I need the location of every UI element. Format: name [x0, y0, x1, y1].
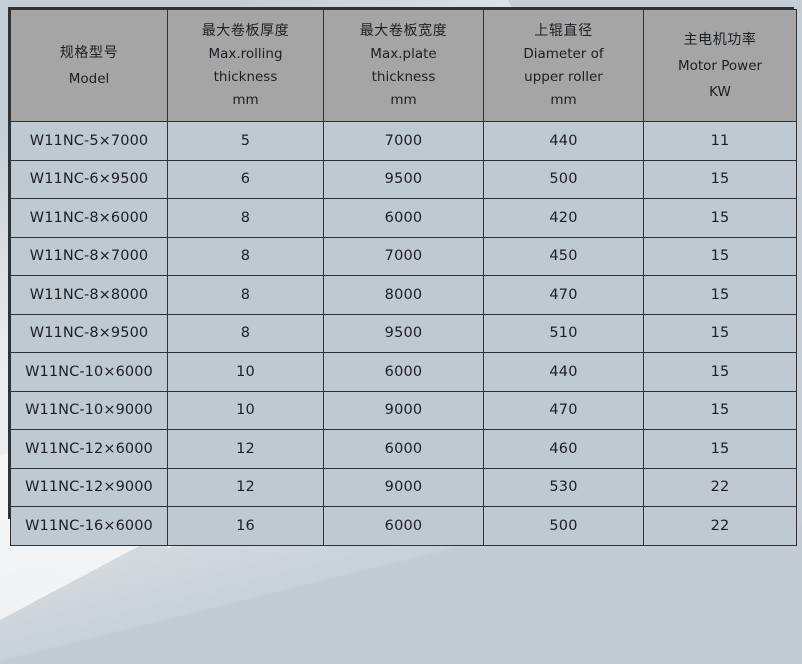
cell-upper_roller_diameter: 420 [483, 198, 644, 238]
column-header-line: thickness [371, 68, 436, 85]
cell-model: W11NC-8×7000 [10, 236, 168, 276]
cell-model: W11NC-10×9000 [10, 390, 168, 430]
cell-upper_roller_diameter: 440 [483, 121, 644, 161]
cell-motor_power: 15 [643, 313, 797, 353]
cell-max_rolling_thickness: 5 [167, 121, 324, 161]
header-row: 规格型号 Model 最大卷板厚度 Max.rolling thickness mm 最大卷… [10, 9, 797, 122]
cell-motor_power: 15 [643, 198, 797, 238]
cell-max_rolling_thickness: 8 [167, 198, 324, 238]
cell-max_rolling_thickness: 6 [167, 159, 324, 199]
cell-upper_roller_diameter: 530 [483, 467, 644, 507]
cell-motor_power: 15 [643, 390, 797, 430]
cell-max_rolling_thickness: 10 [167, 352, 324, 392]
table-row: W11NC-8×6000 8 6000 420 15 [10, 198, 797, 238]
cell-max_plate_thickness: 7000 [323, 121, 484, 161]
cell-max_rolling_thickness: 10 [167, 390, 324, 430]
column-header-line: 上辊直径 [534, 22, 593, 39]
cell-motor_power: 15 [643, 159, 797, 199]
cell-max_rolling_thickness: 8 [167, 236, 324, 276]
cell-max_plate_thickness: 6000 [323, 352, 484, 392]
cell-max_plate_thickness: 9500 [323, 159, 484, 199]
cell-motor_power: 22 [643, 467, 797, 507]
column-header-line: Max.plate [370, 45, 437, 62]
cell-model: W11NC-10×6000 [10, 352, 168, 392]
cell-upper_roller_diameter: 510 [483, 313, 644, 353]
table-header: 规格型号 Model 最大卷板厚度 Max.rolling thickness mm 最大卷… [10, 9, 797, 122]
table-row: W11NC-10×6000 10 6000 440 15 [10, 352, 797, 392]
table-row: W11NC-8×9500 8 9500 510 15 [10, 313, 797, 353]
cell-model: W11NC-8×9500 [10, 313, 168, 353]
cell-model: W11NC-8×6000 [10, 198, 168, 238]
table-row: W11NC-10×9000 10 9000 470 15 [10, 390, 797, 430]
cell-model: W11NC-8×8000 [10, 275, 168, 315]
cell-max_plate_thickness: 8000 [323, 275, 484, 315]
cell-upper_roller_diameter: 500 [483, 159, 644, 199]
cell-max_plate_thickness: 9000 [323, 467, 484, 507]
cell-motor_power: 15 [643, 236, 797, 276]
column-header-model: 规格型号 Model [10, 9, 168, 122]
column-header-motor_power: 主电机功率 Motor Power KW [643, 9, 797, 122]
specification-table: 规格型号 Model 最大卷板厚度 Max.rolling thickness mm 最大卷… [10, 9, 797, 546]
cell-upper_roller_diameter: 460 [483, 429, 644, 469]
table-row: W11NC-12×6000 12 6000 460 15 [10, 429, 797, 469]
spec-table-container: 规格型号 Model 最大卷板厚度 Max.rolling thickness mm 最大卷… [8, 7, 797, 546]
column-header-max_rolling_thickness: 最大卷板厚度 Max.rolling thickness mm [167, 9, 324, 122]
cell-motor_power: 15 [643, 352, 797, 392]
table-row: W11NC-8×7000 8 7000 450 15 [10, 236, 797, 276]
column-header-line: KW [709, 83, 731, 100]
cell-max_plate_thickness: 6000 [323, 198, 484, 238]
column-header-line: 主电机功率 [683, 31, 757, 48]
cell-motor_power: 15 [643, 275, 797, 315]
cell-upper_roller_diameter: 440 [483, 352, 644, 392]
column-header-line: 最大卷板宽度 [359, 22, 448, 39]
cell-max_rolling_thickness: 12 [167, 429, 324, 469]
column-header-upper_roller_diameter: 上辊直径 Diameter of upper roller mm [483, 9, 644, 122]
column-header-line: upper roller [524, 68, 603, 85]
cell-motor_power: 11 [643, 121, 797, 161]
cell-max_plate_thickness: 6000 [323, 429, 484, 469]
column-header-line: mm [232, 91, 259, 108]
column-header-line: mm [390, 91, 417, 108]
table-row: W11NC-12×9000 12 9000 530 22 [10, 467, 797, 507]
cell-max_plate_thickness: 9000 [323, 390, 484, 430]
cell-max_rolling_thickness: 8 [167, 313, 324, 353]
cell-upper_roller_diameter: 450 [483, 236, 644, 276]
cell-model: W11NC-6×9500 [10, 159, 168, 199]
column-header-line: Model [68, 70, 110, 87]
column-header-line: thickness [213, 68, 278, 85]
cell-model: W11NC-12×6000 [10, 429, 168, 469]
cell-max_plate_thickness: 7000 [323, 236, 484, 276]
column-header-line: mm [550, 91, 577, 108]
cell-model: W11NC-12×9000 [10, 467, 168, 507]
column-header-line: 最大卷板厚度 [201, 22, 290, 39]
table-row: W11NC-8×8000 8 8000 470 15 [10, 275, 797, 315]
column-header-line: Max.rolling [208, 45, 283, 62]
column-header-max_plate_thickness: 最大卷板宽度 Max.plate thickness mm [323, 9, 484, 122]
table-row: W11NC-5×7000 5 7000 440 11 [10, 121, 797, 161]
table-row: W11NC-6×9500 6 9500 500 15 [10, 159, 797, 199]
cell-upper_roller_diameter: 470 [483, 275, 644, 315]
cell-max_plate_thickness: 9500 [323, 313, 484, 353]
table-body: W11NC-5×7000 5 7000 440 11 W11NC-6×9500 6 9500 5… [10, 121, 797, 546]
cell-max_rolling_thickness: 12 [167, 467, 324, 507]
cell-motor_power: 15 [643, 429, 797, 469]
column-header-line: Diameter of [523, 45, 604, 62]
column-header-line: 规格型号 [59, 44, 119, 61]
column-header-line: Motor Power [677, 57, 763, 74]
cell-max_rolling_thickness: 8 [167, 275, 324, 315]
cell-upper_roller_diameter: 470 [483, 390, 644, 430]
cell-model: W11NC-5×7000 [10, 121, 168, 161]
